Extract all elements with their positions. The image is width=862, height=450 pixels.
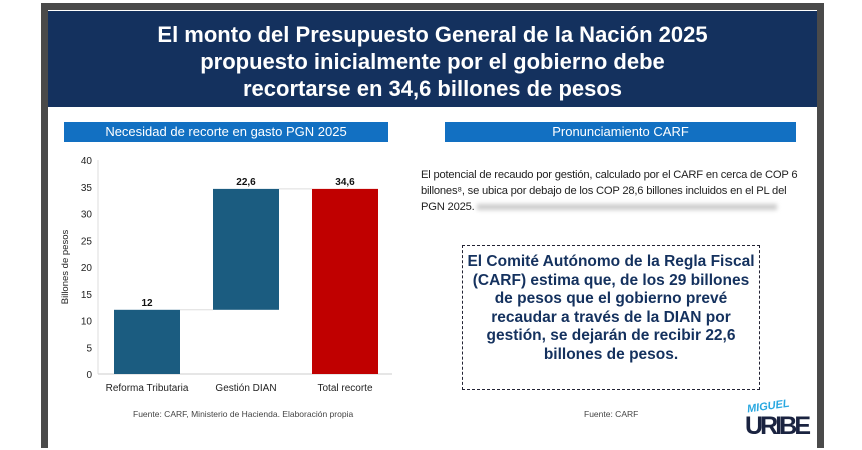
y-tick-label: 20 [81, 263, 93, 274]
page-title: El monto del Presupuesto General de la N… [48, 11, 817, 107]
blurred-text [477, 204, 778, 211]
data-label: 22,6 [236, 177, 256, 188]
chart-source: Fuente: CARF, Ministerio de Hacienda. El… [133, 409, 354, 419]
carf-source: Fuente: CARF [584, 409, 639, 419]
waterfall-chart: 0 5 10 15 20 25 30 35 40 Billones de pesos 12 Refor… [60, 156, 392, 394]
y-tick-label: 15 [81, 290, 93, 301]
y-tick-label: 0 [86, 370, 92, 381]
svg-text:MIGUEL: MIGUEL [746, 398, 790, 416]
x-tick-label: Gestión DIAN [215, 383, 276, 394]
y-tick-label: 5 [86, 343, 92, 354]
title-line: recortarse en 34,6 billones de pesos [242, 76, 623, 101]
svg-text:URIBE: URIBE [745, 412, 811, 440]
bar [213, 188, 279, 310]
chart-header: Necesidad de recorte en gasto PGN 2025 [64, 122, 388, 142]
y-tick-label: 25 [81, 236, 93, 247]
x-tick-label: Reforma Tributaria [106, 383, 189, 394]
y-tick-label: 40 [81, 156, 93, 167]
callout-box: El Comité Autónomo de la Regla Fiscal (C… [462, 245, 760, 390]
bar [114, 309, 180, 374]
y-tick-label: 35 [81, 183, 93, 194]
y-tick-label: 30 [81, 210, 93, 221]
title-line: El monto del Presupuesto General de la N… [157, 22, 708, 47]
carf-header: Pronunciamiento CARF [445, 122, 796, 142]
data-label: 12 [141, 298, 153, 309]
data-label: 34,6 [335, 177, 355, 188]
x-tick-label: Total recorte [317, 383, 372, 394]
title-line: propuesto inicialmente por el gobierno d… [200, 49, 665, 74]
bar [312, 188, 378, 374]
logo: MIGUEL URIBE [745, 395, 815, 440]
y-tick-label: 10 [81, 317, 93, 328]
y-axis-label: Billones de pesos [60, 230, 71, 305]
carf-paragraph: El potencial de recaudo por gestión, cal… [421, 169, 798, 213]
